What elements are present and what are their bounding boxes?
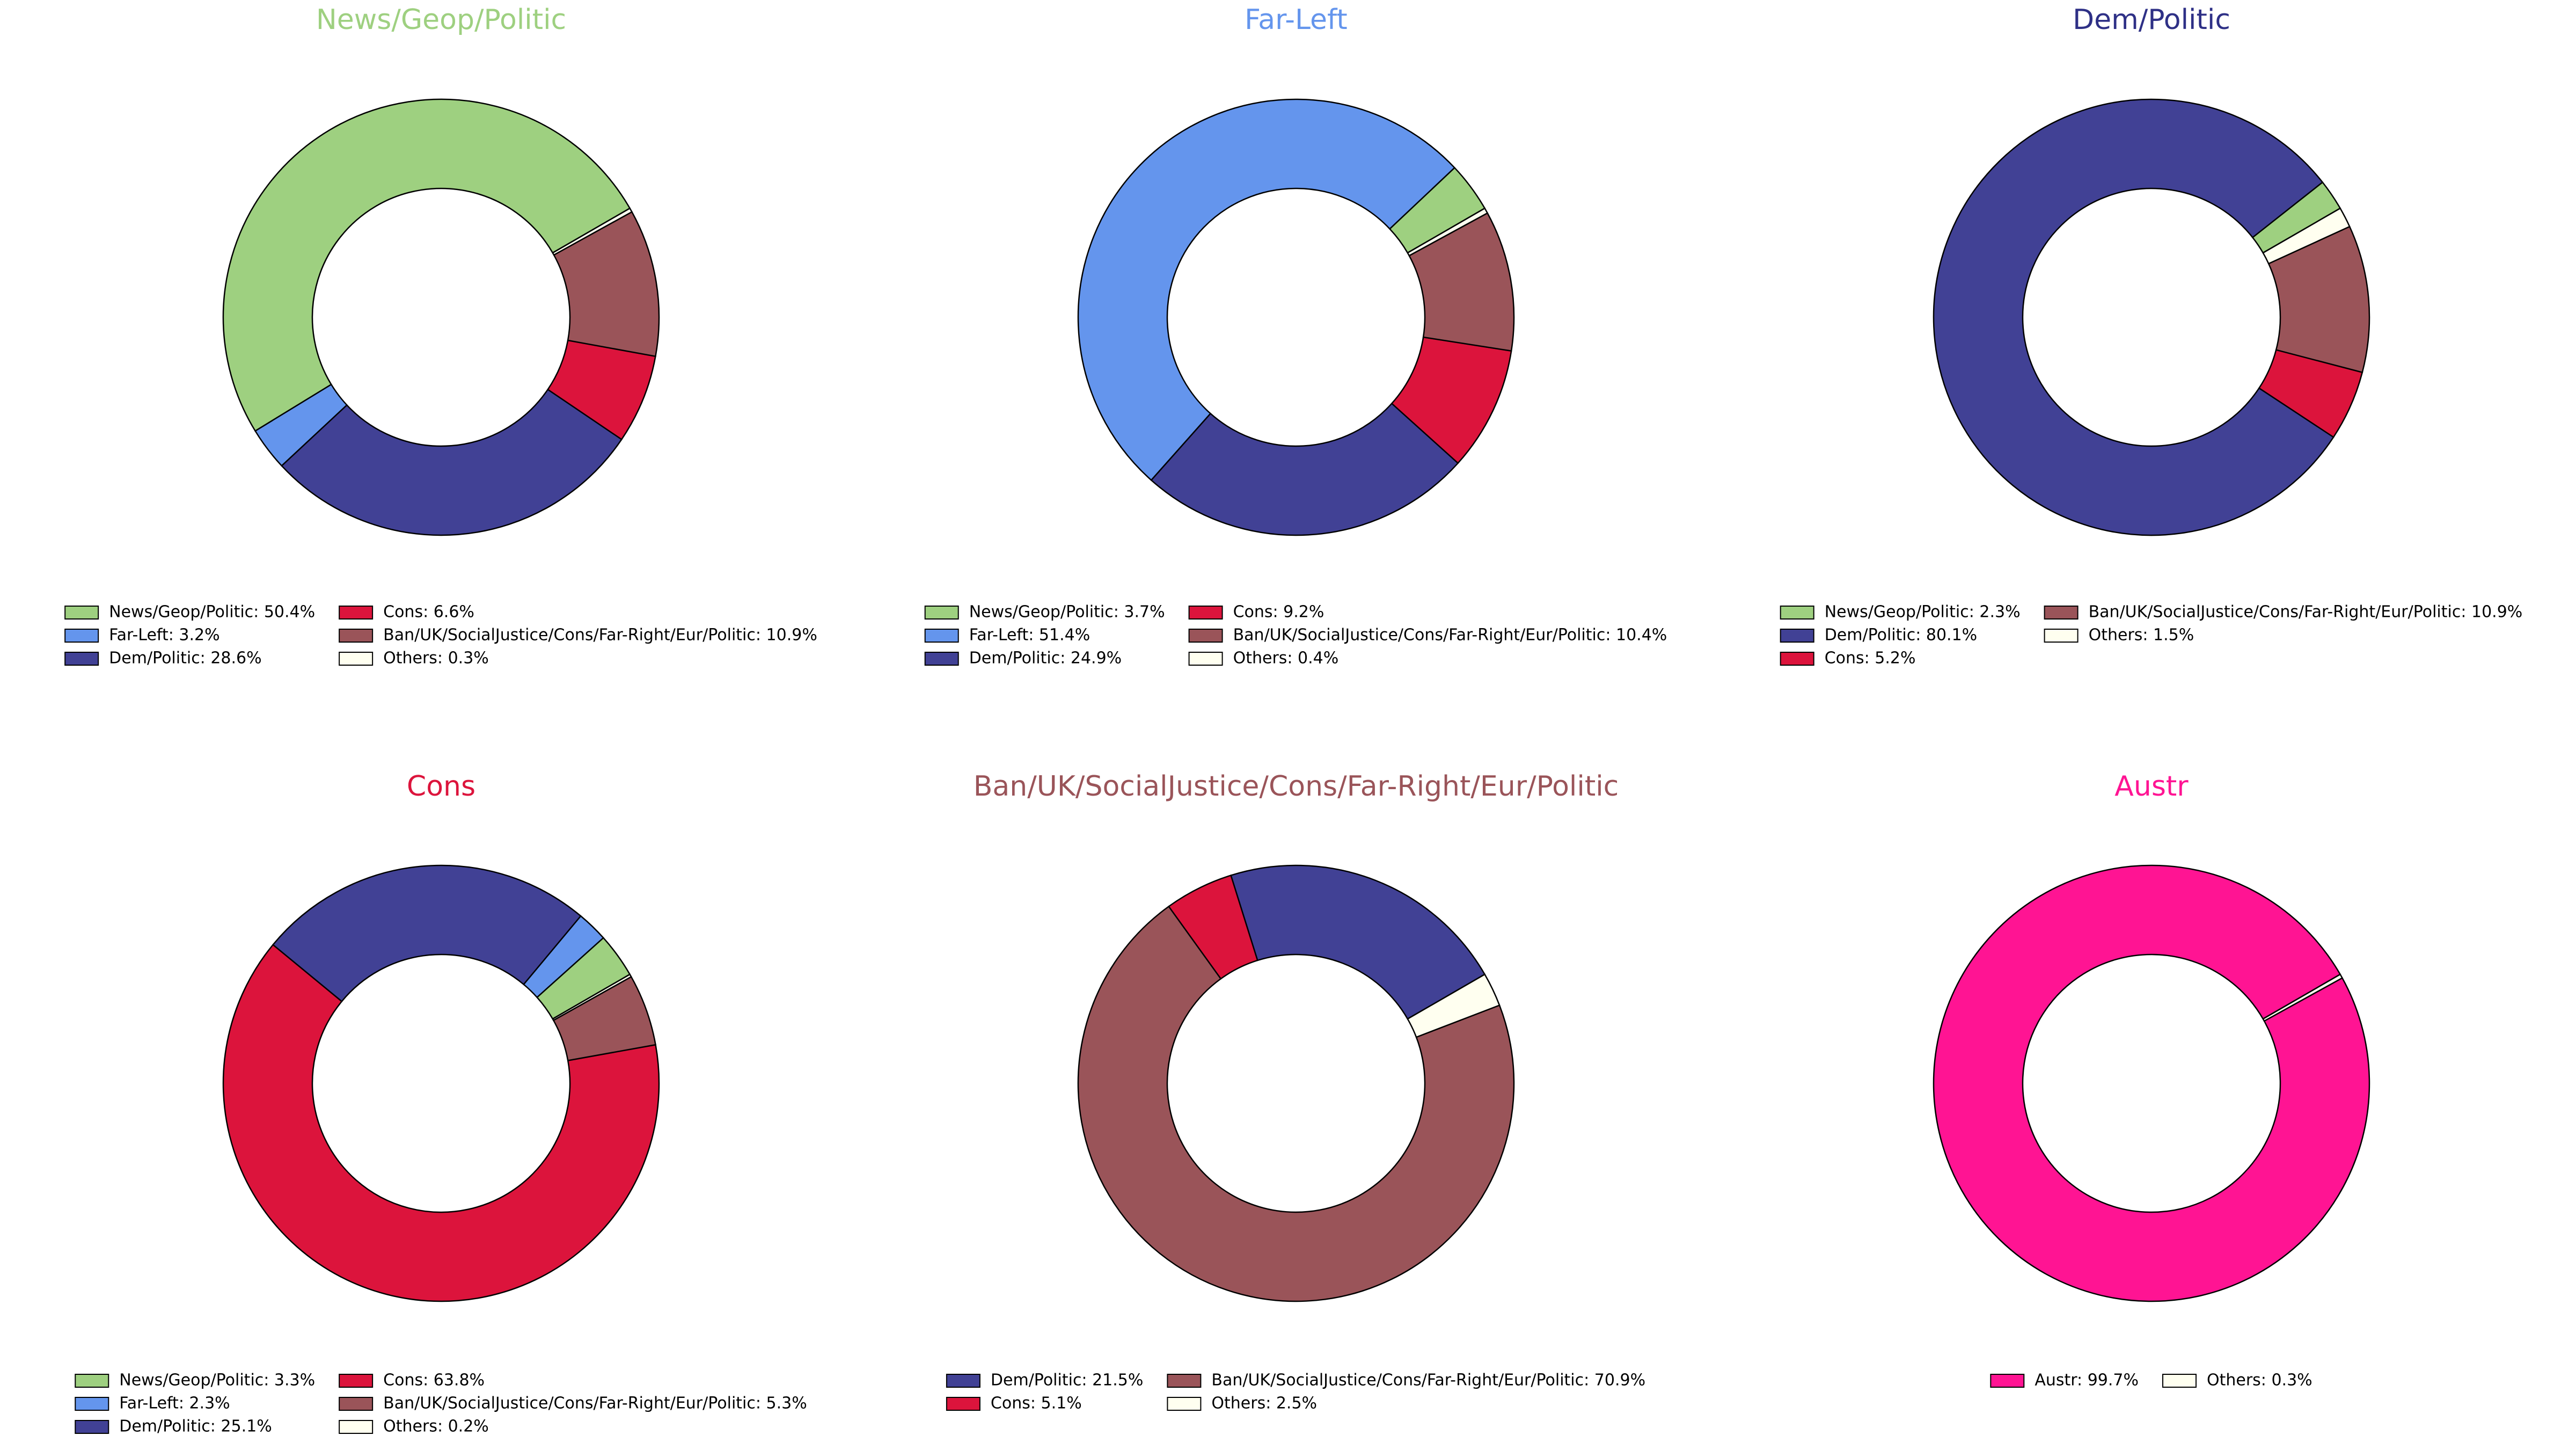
donut-wedge [272,864,582,1003]
legend-swatch [1188,652,1223,666]
legend-swatch [75,1397,109,1411]
legend-label: Dem/Politic: 24.9% [969,649,1122,668]
legend: Dem/Politic: 21.5% Cons: 5.1% Ban/UK/Socia… [946,1371,1645,1413]
legend-label: Cons: 6.6% [383,603,474,622]
donut-wedge [222,98,631,432]
legend-label: News/Geop/Politic: 2.3% [1825,603,2021,622]
legend-swatch [946,1397,980,1411]
legend-label: Others: 0.4% [1233,649,1339,668]
legend-label: Ban/UK/SocialJustice/Cons/Far-Right/Eur/… [2089,603,2523,622]
legend-label: News/Geop/Politic: 3.3% [119,1371,315,1390]
legend-swatch [75,1420,109,1434]
legend-swatch [64,606,99,620]
donut-wedge [281,388,623,536]
legend-label: Dem/Politic: 28.6% [109,649,261,668]
donut-chart: Cons News/Geop/Politic: 3.3% Far-Left: 2.3… [75,770,807,1436]
donut-wedge [1407,207,1489,257]
legend-swatch [339,1420,374,1434]
chart-title: Ban/UK/SocialJustice/Cons/Far-Right/Eur/… [974,770,1619,803]
donut-wedge [1077,905,1515,1302]
legend-swatch [339,629,374,643]
legend-swatch [924,629,959,643]
legend-swatch [339,652,374,666]
chart-title: Dem/Politic [2073,4,2230,36]
donut-wedge [1933,864,2370,1302]
legend-swatch [64,652,99,666]
legend-label: Others: 0.3% [2207,1371,2312,1390]
donut-wedge [222,944,660,1302]
donut-wedge [552,207,633,256]
donut-chart: News/Geop/Politic News/Geop/Politic: 50.4… [64,4,817,668]
legend-label: Others: 2.5% [1211,1394,1317,1413]
legend: News/Geop/Politic: 2.3% Dem/Politic: 80.1… [1780,603,2523,668]
legend-swatch [339,606,374,620]
legend-label: News/Geop/Politic: 50.4% [109,603,315,622]
donut-wedge [1150,402,1459,536]
legend-label: Others: 0.2% [383,1417,489,1436]
legend-swatch [1780,606,1814,620]
legend-label: Dem/Politic: 25.1% [119,1417,272,1436]
legend: Austr: 99.7% Others: 0.3% [1990,1371,2312,1390]
legend-label: Far-Left: 51.4% [969,626,1091,645]
legend-label: Ban/UK/SocialJustice/Cons/Far-Right/Eur/… [1233,626,1667,645]
legend-label: Cons: 5.1% [991,1394,1082,1413]
donut-chart: Austr Austr: 99.7% Others: 0.3% [1933,770,2370,1390]
legend-swatch [1780,652,1814,666]
legend: News/Geop/Politic: 3.7% Far-Left: 51.4% De… [924,603,1667,668]
legend-swatch [2162,1374,2197,1388]
legend-swatch [1188,629,1223,643]
legend-label: News/Geop/Politic: 3.7% [969,603,1165,622]
donut-chart: Dem/Politic News/Geop/Politic: 2.3% Dem/Po… [1780,4,2523,668]
legend-swatch [1167,1397,1202,1411]
legend-label: Ban/UK/SocialJustice/Cons/Far-Right/Eur/… [383,1394,807,1413]
legend-label: Dem/Politic: 80.1% [1825,626,1977,645]
legend-label: Others: 1.5% [2089,626,2194,645]
chart-title: Far-Left [1245,4,1348,36]
legend-label: Austr: 99.7% [2035,1371,2139,1390]
donut-wedge [2262,973,2344,1022]
legend-swatch [946,1374,980,1388]
donut-wedge [1933,98,2334,536]
legend-swatch [2044,606,2079,620]
legend: News/Geop/Politic: 3.3% Far-Left: 2.3% Dem… [75,1371,807,1436]
legend-swatch [924,606,959,620]
legend-swatch [1780,629,1814,643]
legend-label: Cons: 5.2% [1825,649,1916,668]
legend-swatch [2044,629,2079,643]
legend-swatch [339,1374,374,1388]
legend: News/Geop/Politic: 50.4% Far-Left: 3.2% De… [64,603,817,668]
donut-wedge [552,973,632,1022]
legend-swatch [64,629,99,643]
donut-wedge [2262,207,2351,265]
legend-swatch [1188,606,1223,620]
legend-swatch [75,1374,109,1388]
legend-label: Dem/Politic: 21.5% [991,1371,1143,1390]
legend-label: Ban/UK/SocialJustice/Cons/Far-Right/Eur/… [383,626,817,645]
legend-label: Others: 0.3% [383,649,489,668]
legend-label: Far-Left: 2.3% [119,1394,230,1413]
donut-wedge [1407,973,1501,1038]
legend-swatch [1990,1374,2025,1388]
chart-title: News/Geop/Politic [316,4,566,36]
legend-label: Cons: 9.2% [1233,603,1324,622]
chart-title: Austr [2114,770,2189,803]
chart-title: Cons [407,770,475,803]
legend-swatch [339,1397,374,1411]
donut-wedge [1230,864,1486,1020]
donut-chart: Ban/UK/SocialJustice/Cons/Far-Right/Eur/… [946,770,1645,1413]
legend-label: Cons: 63.8% [383,1371,485,1390]
donut-chart: Far-Left News/Geop/Politic: 3.7% Far-Left:… [924,4,1667,668]
legend-swatch [924,652,959,666]
legend-swatch [1167,1374,1202,1388]
donut-wedge [1077,98,1456,482]
legend-label: Far-Left: 3.2% [109,626,219,645]
legend-label: Ban/UK/SocialJustice/Cons/Far-Right/Eur/… [1211,1371,1645,1390]
